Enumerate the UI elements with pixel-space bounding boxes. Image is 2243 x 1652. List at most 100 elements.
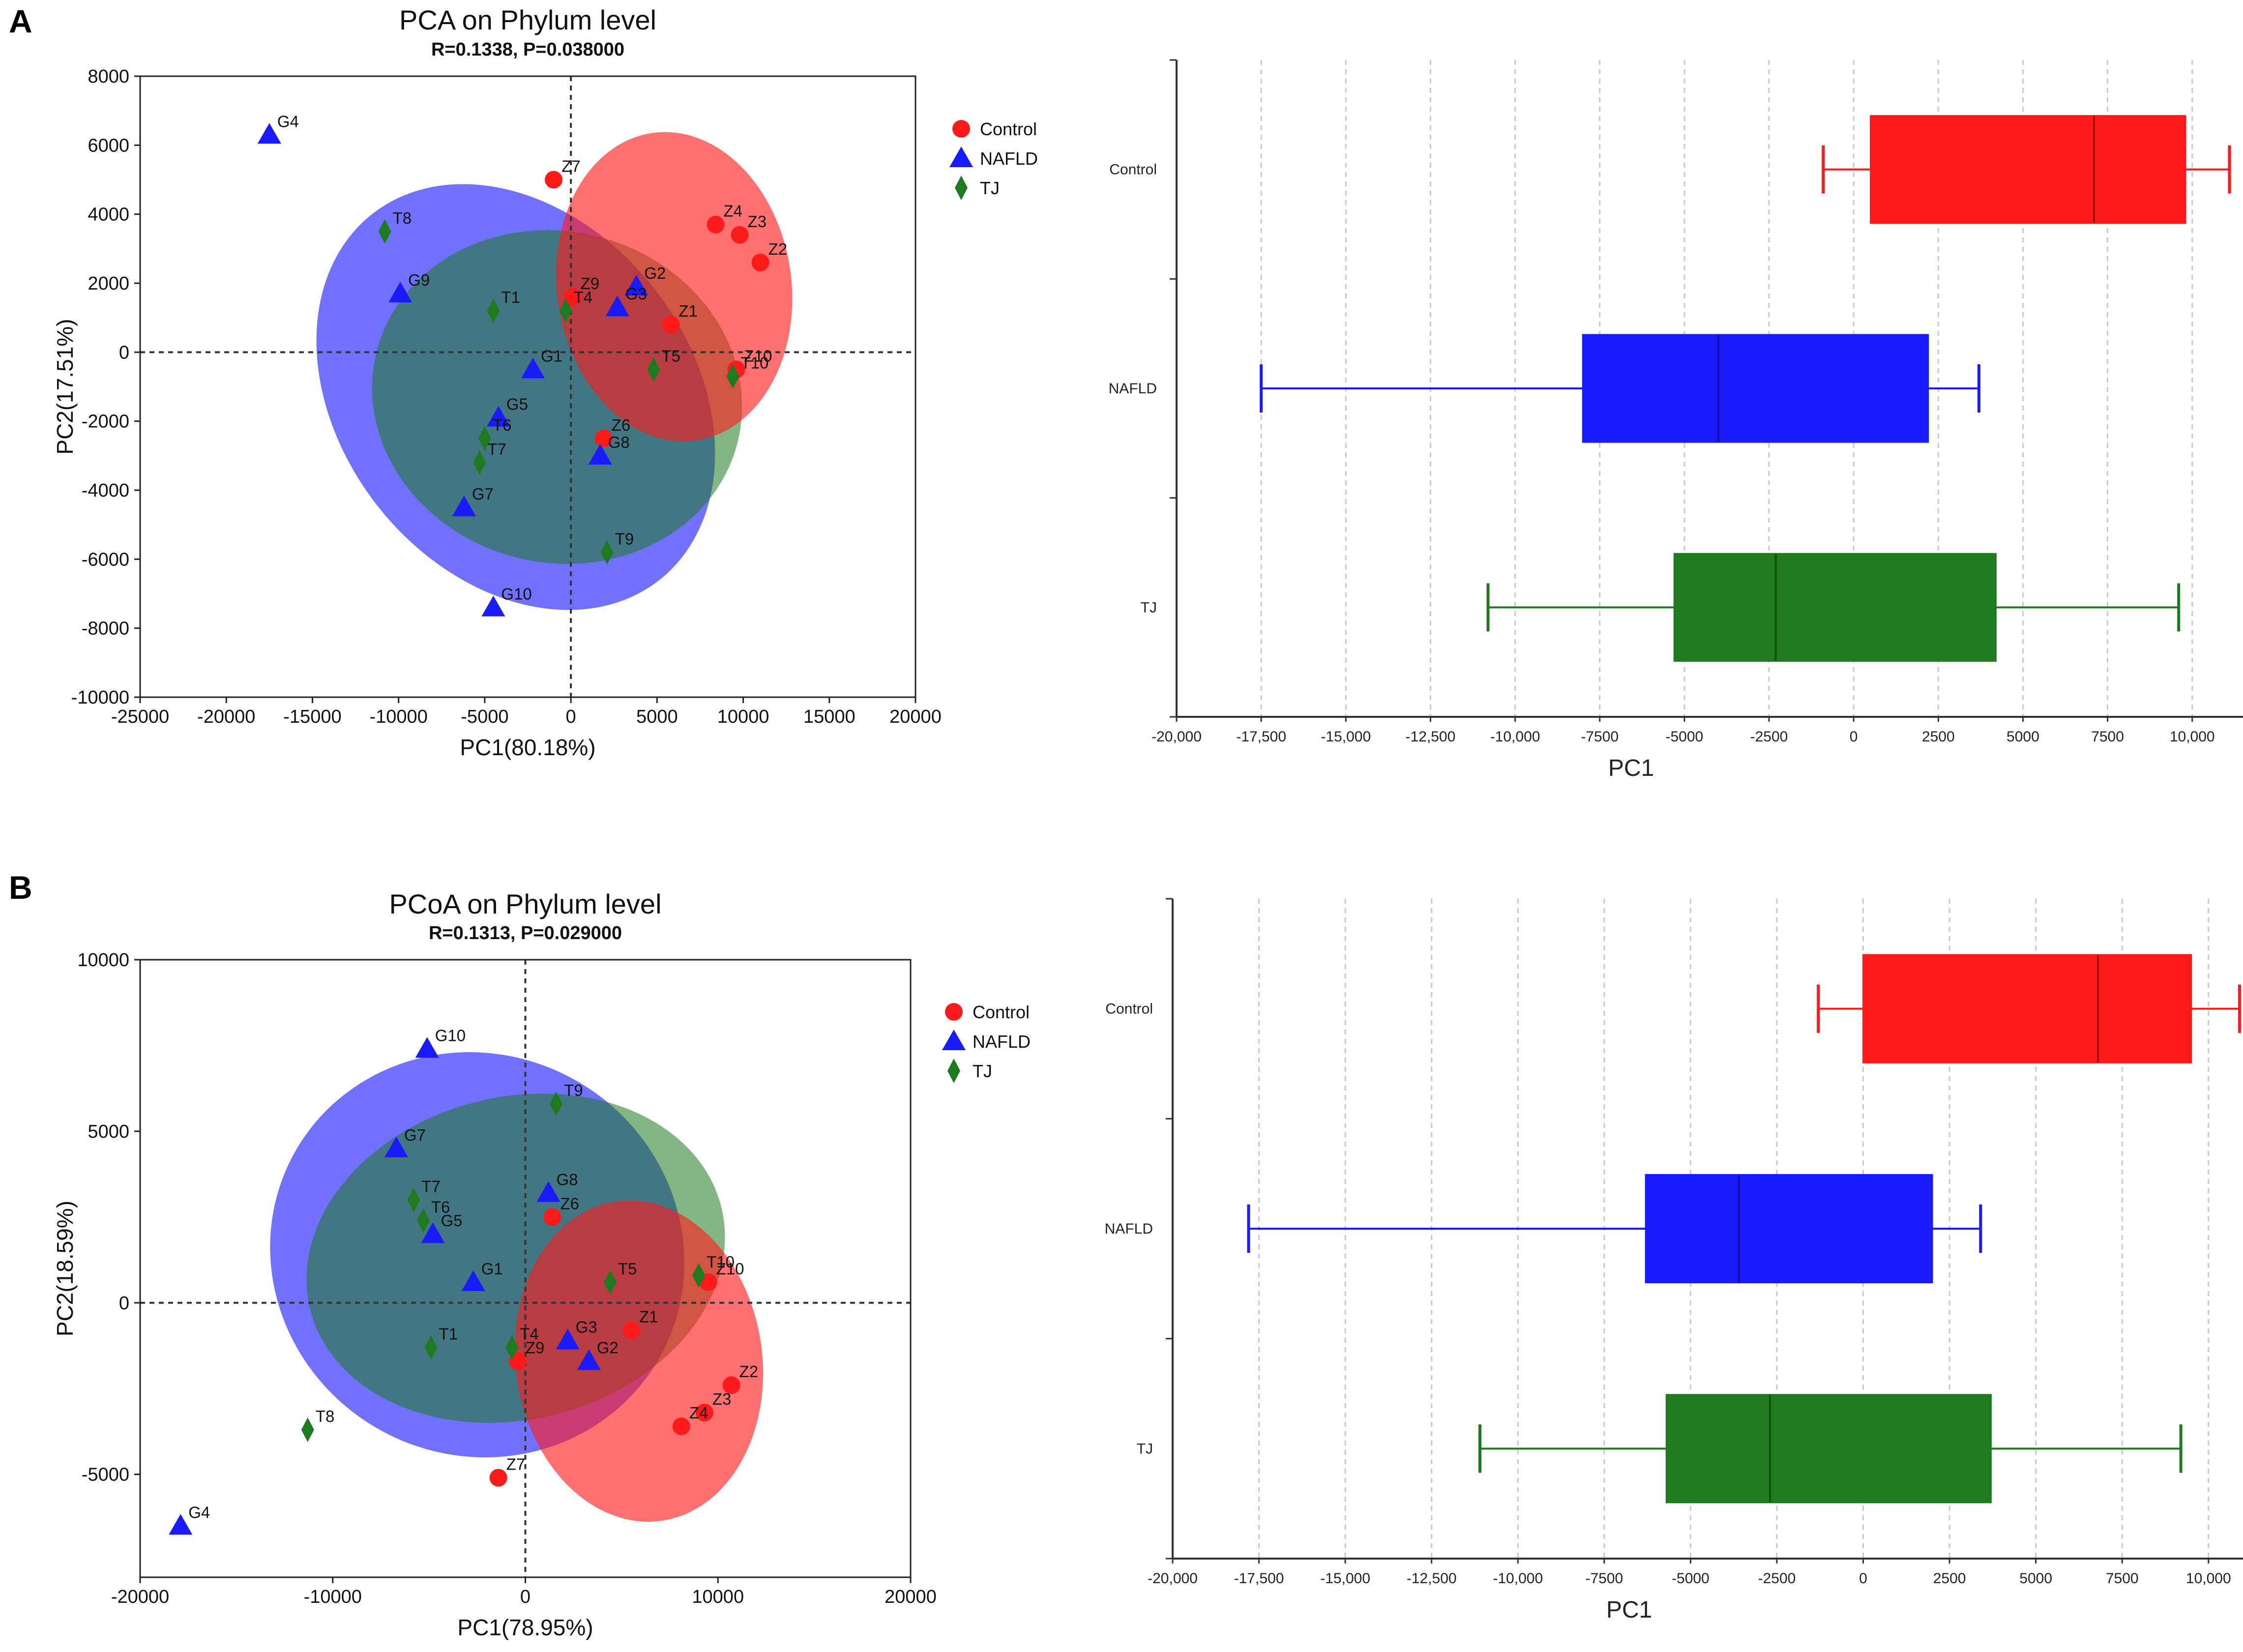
x-tick-label: -15000 [283,707,341,727]
x-tick-label: 0 [566,707,576,727]
point-label-z2: Z2 [739,1362,759,1381]
legend-marker-control [945,1003,963,1021]
point-label-t9: T9 [615,530,634,548]
box-control [1862,954,2192,1063]
point-label-g8: G8 [557,1170,578,1188]
x-tick-label: -12,500 [1407,1570,1457,1587]
point-label-t8: T8 [393,209,412,227]
point-label-g1: G1 [541,347,562,365]
x-tick-label: -5000 [1665,729,1703,745]
x-tick-label: -10,000 [1493,1570,1543,1587]
point-g3 [605,295,629,317]
category-label-tj: TJ [1137,1441,1153,1457]
y-tick-label: -5000 [82,1465,129,1485]
y-tick-label: 6000 [88,135,129,156]
point-label-g1: G1 [481,1260,503,1278]
y-tick-label: 0 [119,342,129,363]
x-tick-label: -20000 [197,707,255,727]
box-nafld [1582,334,1929,443]
point-z2 [751,253,769,271]
chart-subtitle: R=0.1313, P=0.029000 [429,923,622,944]
point-label-t7: T7 [487,440,506,458]
y-tick-label: -6000 [82,549,129,570]
point-g4 [169,1514,193,1535]
x-tick-label: -10000 [304,1587,362,1607]
x-tick-label: -15,000 [1320,1570,1370,1587]
x-tick-label: -20,000 [1151,729,1202,745]
point-label-g8: G8 [608,433,630,451]
x-tick-label: -5000 [1672,1570,1710,1587]
x-tick-label: -20000 [111,1587,169,1607]
point-label-g9: G9 [408,271,430,289]
x-tick-label: 5000 [636,707,678,727]
point-g7 [452,496,476,517]
point-t1 [424,1335,438,1360]
x-tick-label: 5000 [2007,729,2039,745]
point-g8 [536,1181,561,1202]
y-tick-label: -2000 [82,412,129,432]
point-label-g7: G7 [472,485,494,503]
y-tick-label: 0 [119,1293,129,1314]
point-z7 [545,171,563,189]
chart-title: PCoA on Phylum level [389,888,661,919]
x-tick-label: 5000 [2019,1570,2052,1587]
chart-title: PCA on Phylum level [399,4,656,35]
y-tick-label: 10000 [77,950,129,971]
point-label-g2: G2 [597,1338,619,1357]
legend-marker-nafld [942,1030,966,1050]
point-label-z1: Z1 [679,302,698,320]
point-g3 [556,1328,580,1350]
pcoa-boxplot-chart: Control NAFLD TJ -20,000 -17,500 -15,000 -12,5… [1105,898,2243,1623]
x-tick-label: 7500 [2106,1570,2139,1587]
y-tick-label: 8000 [88,66,129,87]
point-label-z7: Z7 [561,157,581,176]
x-tick-label: -15,000 [1321,729,1371,745]
point-label-g5: G5 [506,395,528,413]
point-label-t10: T10 [741,354,769,372]
y-tick-label: 5000 [88,1121,129,1142]
point-z3 [731,226,749,244]
pca-scatter-chart: PCA on Phylum level R=0.1338, P=0.038000 Z… [52,4,1038,760]
x-tick-label: -10000 [370,707,428,727]
point-label-z9: Z9 [581,274,600,293]
point-t6 [478,426,491,451]
legend: Control NAFLD TJ [949,119,1038,200]
pca-boxplot-chart: Control NAFLD TJ -20,000 -17,500 -15,000 -12,5… [1109,59,2243,781]
x-tick-label: -2500 [1758,1570,1796,1587]
point-t4 [505,1335,519,1360]
point-label-g3: G3 [576,1318,597,1336]
ellipse-layer [270,1052,764,1522]
x-tick-label: -2500 [1750,729,1788,745]
x-tick-label: -5000 [461,707,508,727]
x-tick-label: -10,000 [1490,729,1540,745]
point-z3 [695,1404,713,1422]
category-label-nafld: NAFLD [1105,1221,1153,1237]
point-t7 [407,1187,420,1212]
x-tick-label: 2500 [1933,1570,1966,1587]
y-axis-label: PC2(18.59%) [52,1201,78,1336]
point-label-z6: Z6 [612,416,631,434]
point-t6 [416,1208,430,1233]
chart-subtitle: R=0.1338, P=0.038000 [431,39,624,60]
y-tick-label: 2000 [88,273,129,294]
panel-label-a: A [9,3,32,39]
point-label-g10: G10 [435,1026,466,1044]
point-g5 [486,406,510,427]
point-g1 [521,357,545,379]
y-tick-label: -10000 [71,687,129,708]
legend-label-tj: TJ [980,178,1000,198]
x-tick-label: 0 [1850,729,1858,745]
panel-label-b: B [9,869,32,906]
plot-frame [139,75,916,698]
x-tick-label: 15000 [803,707,856,727]
x-axis-label: PC1 [1608,755,1654,781]
category-label-nafld: NAFLD [1109,381,1157,397]
point-z4 [707,215,725,234]
point-label-z9: Z9 [526,1338,545,1357]
point-label-z3: Z3 [748,212,767,231]
point-t5 [603,1269,617,1295]
y-tick-label: -8000 [82,619,129,639]
x-tick-label: 0 [1859,1570,1867,1587]
point-g2 [577,1349,601,1370]
